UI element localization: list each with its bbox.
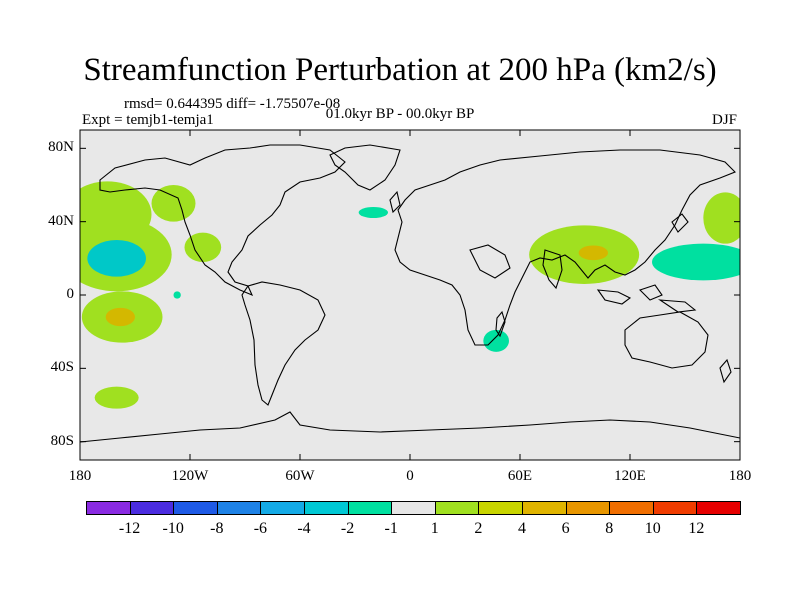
arabia-coast <box>469 244 511 279</box>
uk-coast <box>389 190 401 214</box>
anomaly-region <box>184 232 222 262</box>
colorbar-label: 2 <box>474 520 483 537</box>
japan-coast <box>671 213 689 233</box>
lon-label: 120E <box>614 468 646 484</box>
lat-label: 40S <box>50 359 74 376</box>
lat-label: 0 <box>66 286 75 302</box>
anomaly-region <box>105 307 135 327</box>
stats-line: rmsd= 0.644395 diff= -1.75507e-08 <box>124 96 341 112</box>
anomaly-region <box>87 240 146 277</box>
australia-coast <box>624 311 709 369</box>
colorbar-label: -10 <box>162 520 184 537</box>
colorbar-label: 10 <box>644 520 661 537</box>
colorbar-swatch <box>304 501 349 515</box>
colorbar-label: 8 <box>605 520 614 537</box>
north-america-coast <box>99 144 346 297</box>
lat-label: 40N <box>48 212 74 229</box>
colorbar-swatch <box>522 501 567 515</box>
anomaly-region <box>94 386 139 409</box>
lat-label: 80S <box>50 432 74 449</box>
colorbar-label: 6 <box>561 520 570 537</box>
period-label: 01.0kyr BP - 00.0kyr BP <box>325 106 475 122</box>
colorbar-swatch <box>129 501 175 515</box>
india-coast <box>542 249 563 290</box>
lon-label: 0 <box>406 468 414 484</box>
anomaly-region <box>652 243 740 281</box>
anomaly-region <box>483 329 509 352</box>
season-label: DJF <box>712 112 738 128</box>
colorbar-label: -6 <box>253 520 268 537</box>
coastlines <box>80 144 740 443</box>
se-asia-islands-coast <box>596 284 697 313</box>
plot-title: Streamfunction Perturbation at 200 hPa (… <box>83 52 717 88</box>
colorbar-swatch <box>260 501 305 515</box>
colorbar-swatch <box>609 501 654 515</box>
colorbar-swatch <box>173 501 218 515</box>
colorbar-swatch <box>434 501 480 515</box>
colorbar-label: -8 <box>210 520 224 537</box>
colorbar-swatch <box>216 501 262 515</box>
madagascar-coast <box>495 310 506 338</box>
colorbar-swatch <box>347 501 393 515</box>
colorbar-label: -12 <box>118 520 141 537</box>
colorbar-swatch <box>391 501 436 515</box>
anomaly-region <box>703 192 740 244</box>
colorbar-label: 12 <box>688 520 705 537</box>
colorbar-label: 4 <box>518 520 526 537</box>
colorbar-swatch <box>696 501 741 515</box>
greenland-coast <box>329 144 401 191</box>
colorbar-swatch <box>565 501 611 515</box>
colorbar-swatch <box>652 501 698 515</box>
anomaly-region <box>151 185 196 222</box>
lon-label: 180 <box>68 468 92 484</box>
colorbar-swatch <box>86 501 131 515</box>
colorbar-label: 1 <box>430 520 439 537</box>
experiment-label: Expt = temjb1-temja1 <box>82 112 214 128</box>
colorbar-label: -1 <box>384 520 398 537</box>
lon-label: 180 <box>728 468 752 484</box>
colorbar-label: -2 <box>340 520 355 537</box>
anomaly-region <box>173 291 181 299</box>
lon-label: 120W <box>171 468 209 484</box>
lon-label: 60E <box>507 468 533 484</box>
new-zealand-coast <box>719 358 732 384</box>
map-background <box>80 130 740 460</box>
colorbar-swatch <box>478 501 523 515</box>
axis-ticks <box>79 130 741 460</box>
anomaly-region <box>358 207 389 218</box>
lon-label: 60W <box>285 468 315 484</box>
south-america-coast <box>241 281 326 406</box>
eurasia-africa-coast <box>394 149 736 346</box>
lat-label: 80N <box>48 139 74 156</box>
colorbar-label: -4 <box>297 520 311 537</box>
antarctica-coast <box>80 411 740 443</box>
anomaly-region <box>578 245 608 261</box>
